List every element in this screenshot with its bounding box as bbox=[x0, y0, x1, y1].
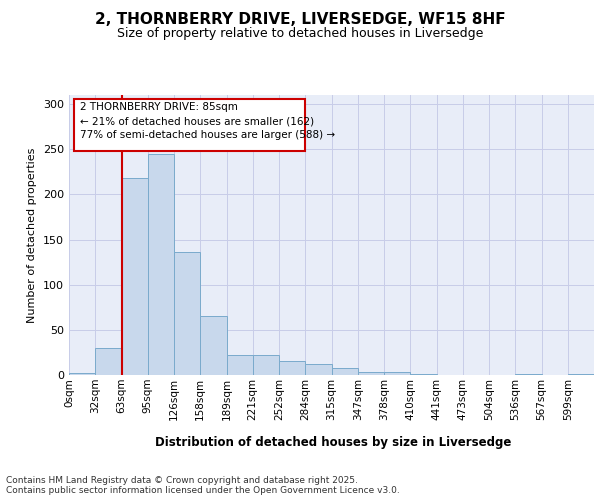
Bar bbox=[279, 362, 305, 375]
Bar bbox=[253, 355, 279, 375]
Bar bbox=[305, 364, 331, 375]
Bar bbox=[95, 348, 121, 375]
Bar bbox=[568, 374, 594, 375]
Bar bbox=[69, 373, 95, 375]
Text: 2 THORNBERRY DRIVE: 85sqm
← 21% of detached houses are smaller (162)
77% of semi: 2 THORNBERRY DRIVE: 85sqm ← 21% of detac… bbox=[79, 102, 335, 140]
Bar bbox=[200, 316, 227, 375]
Bar bbox=[515, 374, 542, 375]
FancyBboxPatch shape bbox=[74, 99, 305, 151]
Bar bbox=[227, 355, 253, 375]
Bar bbox=[410, 374, 437, 375]
Bar bbox=[331, 368, 358, 375]
Bar bbox=[384, 372, 410, 375]
Bar bbox=[121, 178, 148, 375]
Text: Contains HM Land Registry data © Crown copyright and database right 2025.
Contai: Contains HM Land Registry data © Crown c… bbox=[6, 476, 400, 495]
Bar bbox=[358, 372, 384, 375]
Text: Distribution of detached houses by size in Liversedge: Distribution of detached houses by size … bbox=[155, 436, 511, 449]
Bar bbox=[148, 154, 174, 375]
Text: 2, THORNBERRY DRIVE, LIVERSEDGE, WF15 8HF: 2, THORNBERRY DRIVE, LIVERSEDGE, WF15 8H… bbox=[95, 12, 505, 28]
Y-axis label: Number of detached properties: Number of detached properties bbox=[28, 148, 37, 322]
Text: Size of property relative to detached houses in Liversedge: Size of property relative to detached ho… bbox=[117, 28, 483, 40]
Bar bbox=[174, 252, 200, 375]
